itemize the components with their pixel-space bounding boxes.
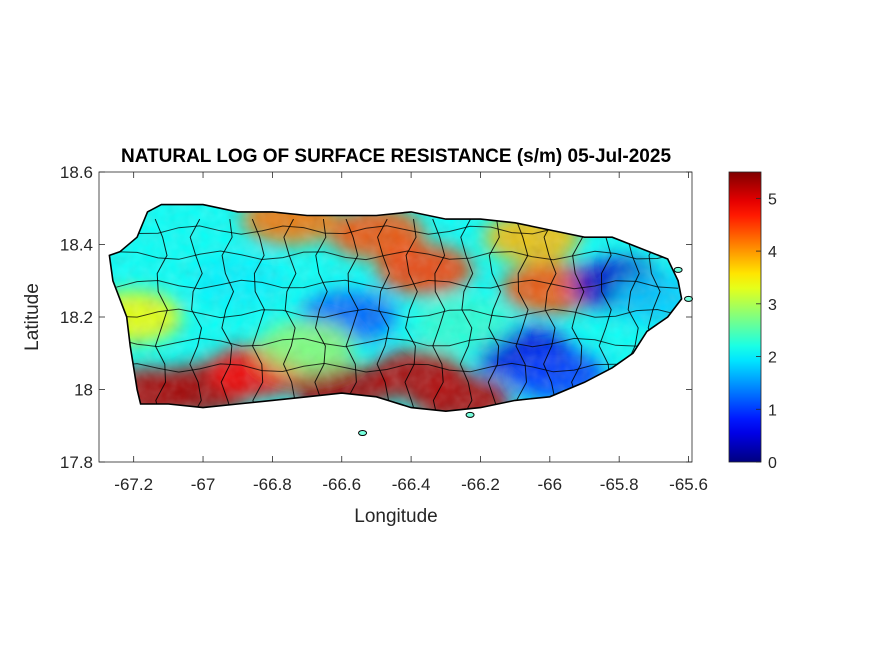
municipality-line [116,362,679,373]
colorbar-tick-label: 4 [768,244,777,261]
y-tick-label: 18.6 [60,163,93,182]
x-tick-label: -65.6 [669,475,708,494]
municipality-line [116,279,679,290]
colorbar-ticks: 0 1 2 3 4 5 [756,191,777,472]
municipality-line [116,337,679,348]
y-tick-label: 18.2 [60,308,93,327]
x-tick-label: -66.2 [461,475,500,494]
x-axis-ticks: -67.2 -67 -66.8 -66.6 -66.4 -66.2 -66 -65.8 -65.… [114,172,708,494]
x-tick-label: -66.6 [322,475,361,494]
chart-title: NATURAL LOG OF SURFACE RESISTANCE (s/m) … [121,146,671,167]
colorbar-tick-label: 3 [768,297,777,314]
colorbar-tick-label: 1 [768,402,777,419]
municipality-line [116,250,679,261]
y-tick-label: 18.4 [60,236,93,255]
coastline [108,203,683,413]
x-axis-label: Longitude [354,506,437,527]
municipality-line [571,219,585,412]
municipality-line [543,218,557,412]
municipality-line [404,219,418,412]
municipality-line [282,218,297,412]
y-tick-label: 17.8 [60,453,93,472]
islets [358,266,694,436]
x-tick-label: -65.8 [600,475,639,494]
y-tick-label: 18 [74,381,93,400]
municipality-line [251,218,266,412]
colorbar-tick-label: 5 [768,191,777,208]
municipality-line [189,218,203,412]
municipality-line [116,308,679,319]
colorbar-tick-label: 0 [768,455,777,472]
municipality-line [220,219,235,412]
x-tick-label: -66.4 [392,475,431,494]
islet [465,411,475,418]
y-axis-label: Latitude [22,283,43,351]
municipality-line [345,218,359,412]
texture-noise [109,204,682,412]
x-tick-label: -67.2 [114,475,153,494]
municipality-line [515,218,529,412]
x-tick-label: -67 [191,475,216,494]
islet [673,266,683,273]
y-axis-ticks: 17.8 18 18.2 18.4 18.6 [60,163,692,472]
x-tick-label: -66.8 [253,475,292,494]
colorbar [728,171,762,463]
colorbar-tick-label: 2 [768,350,777,367]
islet [684,295,694,302]
municipality-line [459,218,474,412]
municipality-line [376,218,391,412]
municipality-line [154,218,168,412]
municipality-line [432,218,446,412]
x-tick-label: -66 [538,475,563,494]
islet [358,430,368,436]
